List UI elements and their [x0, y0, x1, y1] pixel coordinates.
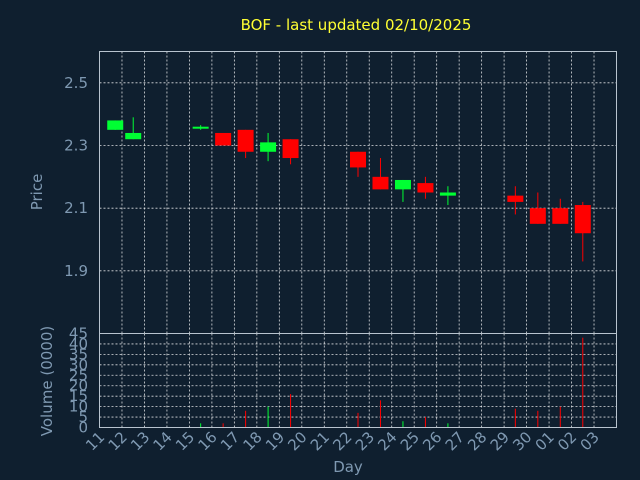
volume-panel-background: [99, 333, 617, 428]
volume-tick-label: 25: [69, 366, 88, 384]
x-tick-label: 03: [577, 428, 603, 454]
candle-body: [507, 195, 524, 202]
candle-body: [574, 205, 591, 234]
y-axis-label: Price: [28, 174, 46, 211]
candles: [107, 117, 591, 262]
price-tick-labels: 2.5 2.3 2.1 1.9: [64, 74, 88, 280]
volume-panel-frame: [99, 333, 617, 428]
volume-tick-label: 0: [78, 419, 88, 437]
volume-bars: [200, 337, 584, 428]
volume-tick-label: 10: [69, 398, 88, 416]
price-tick-label: 2.1: [64, 199, 88, 217]
candle-body: [237, 129, 254, 152]
candle-body: [417, 183, 434, 193]
candle-body: [439, 192, 456, 196]
x-axis-label: Day: [333, 458, 363, 476]
candle-body: [107, 120, 124, 130]
candle-body: [192, 126, 209, 129]
price-grid: [99, 51, 617, 334]
price-tick-label: 2.5: [64, 74, 88, 92]
volume-tick-label: 30: [69, 356, 88, 374]
candle-body: [125, 132, 142, 140]
volume-axis-label: Volume (0000): [38, 326, 56, 436]
volume-tick-label: 40: [69, 335, 88, 353]
volume-tick-label: 5: [78, 408, 88, 426]
price-tick-label: 1.9: [64, 262, 88, 280]
price-panel-background: [99, 51, 617, 334]
candle-body: [215, 132, 232, 146]
candle-body: [372, 176, 389, 190]
candle-body: [529, 208, 546, 224]
volume-tick-label: 20: [69, 377, 88, 395]
candle-body: [260, 142, 277, 152]
candle-body: [282, 139, 299, 159]
candle-body: [394, 179, 411, 190]
price-tick-label: 2.3: [64, 137, 88, 155]
volume-tick-label: 45: [69, 325, 88, 343]
candle-body: [350, 151, 366, 168]
chart-title: BOF - last updated 02/10/2025: [241, 16, 472, 34]
volume-tick-label: 35: [69, 345, 88, 363]
x-tick-labels: 1112131415161718192021222324252627282930…: [82, 428, 603, 454]
volume-tick-label: 15: [69, 387, 88, 405]
candle-body: [552, 208, 569, 224]
